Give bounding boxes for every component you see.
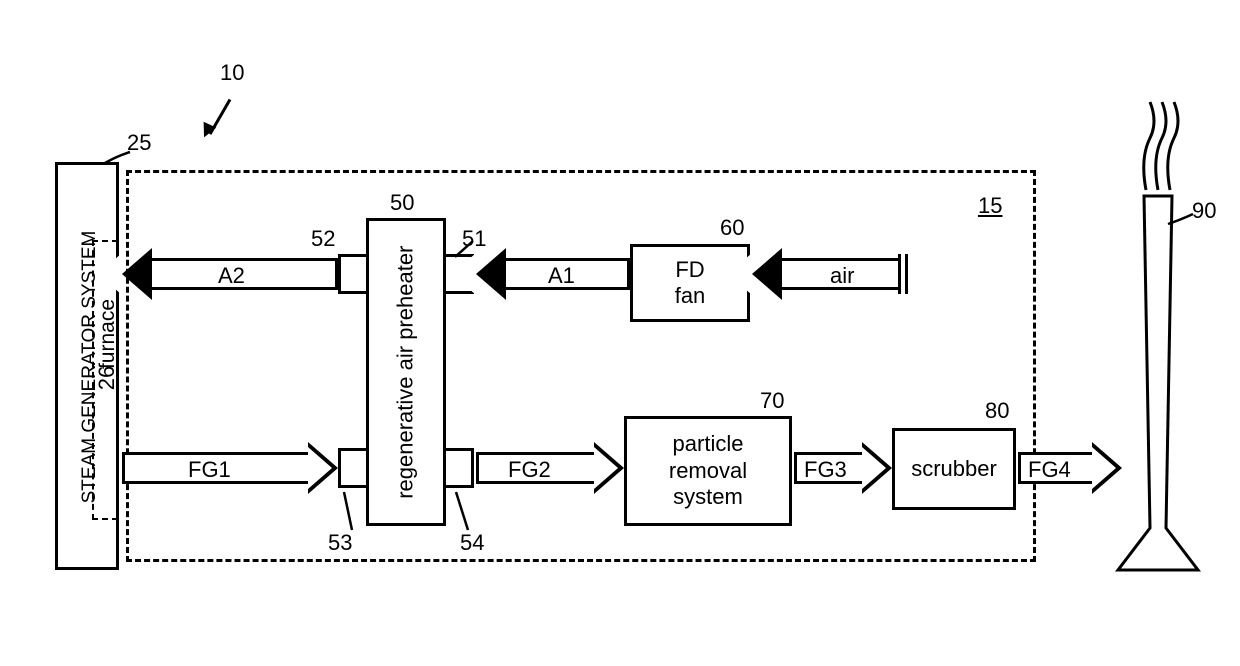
port-53 — [338, 448, 366, 488]
particle-removal-box: particle removal system — [624, 416, 792, 526]
preheater-box: regenerative air preheater — [366, 218, 446, 526]
ref-fd-fan-60: 60 — [720, 215, 744, 241]
ref-particle-70: 70 — [760, 388, 784, 414]
callout-90 — [1166, 210, 1196, 230]
ref-preheater-50: 50 — [390, 190, 414, 216]
label-fg2: FG2 — [508, 457, 551, 483]
label-fg1: FG1 — [188, 457, 231, 483]
ref-scrubber-80: 80 — [985, 398, 1009, 424]
scrubber-label: scrubber — [911, 456, 997, 482]
label-fg3: FG3 — [804, 457, 847, 483]
callout-25 — [103, 148, 133, 168]
ref-port-54: 54 — [460, 530, 484, 556]
furnace-label: furnace — [96, 294, 120, 374]
port-52 — [338, 254, 366, 294]
tick-53 — [340, 490, 360, 532]
diagram-canvas: 10 STEAM GENERATOR SYSTEM furnace 26 25 … — [0, 0, 1240, 666]
preheater-label: regenerative air preheater — [393, 245, 419, 498]
label-fg4: FG4 — [1028, 457, 1071, 483]
label-a2: A2 — [218, 263, 245, 289]
port-54 — [446, 448, 474, 488]
ref-furnace-26: 26 — [94, 366, 120, 390]
stack — [1108, 98, 1208, 578]
tick-54 — [452, 490, 476, 532]
label-air: air — [830, 263, 854, 289]
scrubber-box: scrubber — [892, 428, 1016, 510]
ref-boundary-15: 15 — [978, 193, 1002, 219]
arrow-air — [752, 248, 900, 300]
fd-fan-label: FD fan — [675, 257, 706, 310]
label-a1: A1 — [548, 263, 575, 289]
particle-removal-label: particle removal system — [669, 431, 747, 510]
ref-system-10: 10 — [220, 60, 244, 86]
air-inlet-bars — [898, 254, 912, 294]
ref-port-53: 53 — [328, 530, 352, 556]
